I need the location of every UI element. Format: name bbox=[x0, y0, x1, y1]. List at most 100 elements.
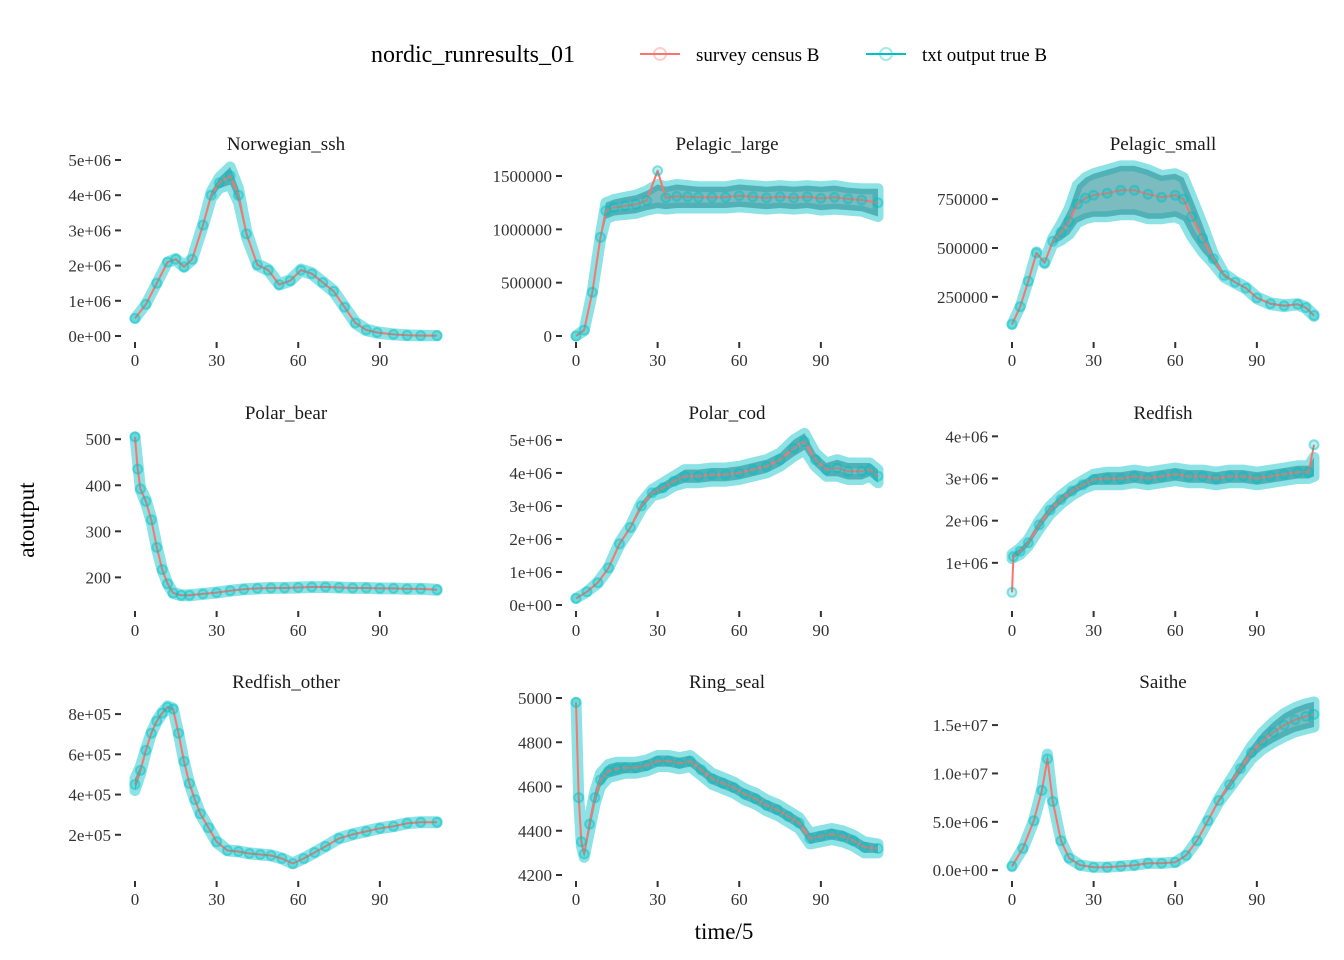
survey-census-b-point bbox=[151, 277, 163, 289]
survey-census-b-point bbox=[265, 582, 277, 594]
survey-census-b-point bbox=[1071, 198, 1083, 210]
survey-census-b-point bbox=[306, 268, 318, 280]
survey-census-b-point bbox=[603, 765, 615, 777]
legend-entry-txt[interactable]: txt output true B bbox=[866, 45, 1047, 66]
survey-census-b-point bbox=[1088, 474, 1100, 485]
y-tick-label: 5e+06 bbox=[509, 431, 552, 450]
survey-census-b-point bbox=[224, 170, 236, 182]
x-tick-label: 0 bbox=[572, 621, 581, 640]
survey-census-b-point bbox=[578, 848, 590, 860]
x-tick-label: 90 bbox=[812, 621, 829, 640]
survey-census-b-point bbox=[401, 329, 413, 341]
survey-census-b-point bbox=[774, 454, 786, 466]
survey-census-b-point bbox=[774, 191, 786, 203]
survey-census-b-point bbox=[842, 465, 854, 477]
survey-census-b-point bbox=[333, 582, 345, 593]
survey-census-b-point bbox=[592, 577, 604, 589]
x-tick-label: 90 bbox=[371, 621, 388, 640]
survey-census-b-point bbox=[1224, 779, 1236, 791]
survey-census-b-point bbox=[761, 799, 772, 811]
legend-key-survey-point bbox=[653, 47, 667, 61]
survey-census-b-point bbox=[820, 464, 832, 476]
survey-census-b-point bbox=[1180, 849, 1192, 861]
strip-label-polar-bear: Polar_bear bbox=[245, 403, 328, 424]
txt-output-true-b-envelope bbox=[570, 427, 884, 604]
survey-census-b-point bbox=[1156, 857, 1168, 869]
survey-census-b-point bbox=[401, 583, 413, 595]
y-tick-label: 6e+05 bbox=[68, 745, 111, 764]
survey-census-b-point bbox=[619, 200, 631, 212]
survey-census-b-point bbox=[292, 582, 304, 593]
survey-census-b-point bbox=[1128, 859, 1140, 871]
x-tick-label: 60 bbox=[731, 351, 748, 370]
y-tick-label: 4e+05 bbox=[68, 786, 111, 805]
facet-panels: Norwegian_ssh 0e+00 1e+06 2e+06 3e+06 4e+06 5e… bbox=[68, 134, 1320, 909]
survey-census-b-point bbox=[1303, 466, 1315, 478]
survey-census-b-point bbox=[1245, 747, 1257, 759]
survey-census-b-point bbox=[1251, 473, 1263, 484]
survey-census-b-point bbox=[254, 849, 266, 860]
survey-census-b-point bbox=[140, 744, 152, 756]
panel-redfish-other: Redfish_other 2e+05 4e+05 6e+05 8e+05 0 30 60 90 bbox=[68, 672, 443, 909]
survey-census-b-point bbox=[630, 762, 642, 774]
survey-census-b-point bbox=[183, 589, 195, 601]
survey-census-b-point bbox=[624, 521, 636, 533]
survey-census-b-point bbox=[211, 836, 223, 848]
x-axis-title: time/5 bbox=[695, 919, 754, 944]
survey-census-b-point bbox=[1237, 470, 1249, 482]
survey-census-b-point bbox=[251, 582, 263, 594]
survey-census-b-point bbox=[1101, 187, 1113, 199]
y-tick-label: 4e+06 bbox=[945, 427, 988, 446]
legend-entry-survey[interactable]: survey census B bbox=[640, 45, 819, 66]
survey-census-b-point bbox=[692, 191, 704, 203]
survey-census-b-point bbox=[1115, 860, 1127, 872]
x-tick-label: 90 bbox=[1248, 890, 1265, 909]
survey-census-b-point bbox=[809, 454, 821, 466]
survey-census-b-point bbox=[692, 470, 704, 482]
survey-census-b-point bbox=[1240, 282, 1252, 294]
y-tick-label: 250000 bbox=[937, 288, 988, 307]
x-tick-label: 60 bbox=[290, 890, 307, 909]
survey-census-b-point bbox=[349, 317, 361, 329]
x-tick-label: 0 bbox=[1008, 890, 1017, 909]
y-tick-label: 2e+05 bbox=[68, 826, 111, 845]
survey-census-b-point bbox=[837, 830, 849, 842]
survey-census-b-point bbox=[134, 483, 146, 495]
survey-census-b-point bbox=[570, 696, 582, 708]
x-tick-label: 90 bbox=[1248, 621, 1265, 640]
panel-pelagic-small: Pelagic_small 250000 500000 750000 0 30 60 90 bbox=[937, 134, 1320, 370]
survey-census-b-point bbox=[682, 191, 693, 203]
survey-census-b-point bbox=[1101, 861, 1113, 873]
survey-census-b-point bbox=[1289, 714, 1301, 726]
x-tick-label: 30 bbox=[1085, 621, 1102, 640]
survey-census-b-point bbox=[858, 841, 870, 853]
survey-census-b-point bbox=[717, 777, 729, 789]
survey-census-b-point bbox=[829, 191, 840, 203]
y-tick-label: 4400 bbox=[518, 822, 552, 841]
survey-census-b-point bbox=[265, 850, 277, 861]
survey-census-b-point bbox=[232, 189, 244, 201]
survey-census-b-point bbox=[251, 259, 263, 271]
survey-census-b-point bbox=[415, 583, 427, 595]
survey-census-b-point bbox=[1229, 276, 1241, 288]
strip-label-pelagic-small: Pelagic_small bbox=[1110, 134, 1217, 155]
survey-census-b-point bbox=[203, 822, 214, 834]
survey-census-b-point bbox=[328, 285, 340, 297]
survey-census-b-point bbox=[1224, 470, 1236, 482]
survey-census-b-point bbox=[156, 564, 168, 575]
y-tick-label: 4600 bbox=[518, 778, 552, 797]
y-tick-label: 1e+06 bbox=[945, 554, 988, 573]
survey-census-b-point bbox=[224, 585, 236, 597]
legend-label-survey: survey census B bbox=[696, 45, 819, 66]
survey-census-b-point bbox=[1308, 310, 1320, 321]
survey-census-b-point bbox=[1256, 735, 1268, 747]
survey-census-b-line bbox=[1011, 189, 1315, 325]
survey-census-b-point bbox=[1036, 784, 1048, 796]
y-tick-label: 8e+05 bbox=[68, 705, 111, 724]
survey-census-b-point bbox=[1267, 726, 1279, 738]
survey-census-b-point bbox=[189, 794, 201, 806]
x-tick-label: 30 bbox=[1085, 890, 1102, 909]
survey-census-b-point bbox=[211, 587, 223, 599]
survey-census-b-point bbox=[720, 191, 732, 203]
